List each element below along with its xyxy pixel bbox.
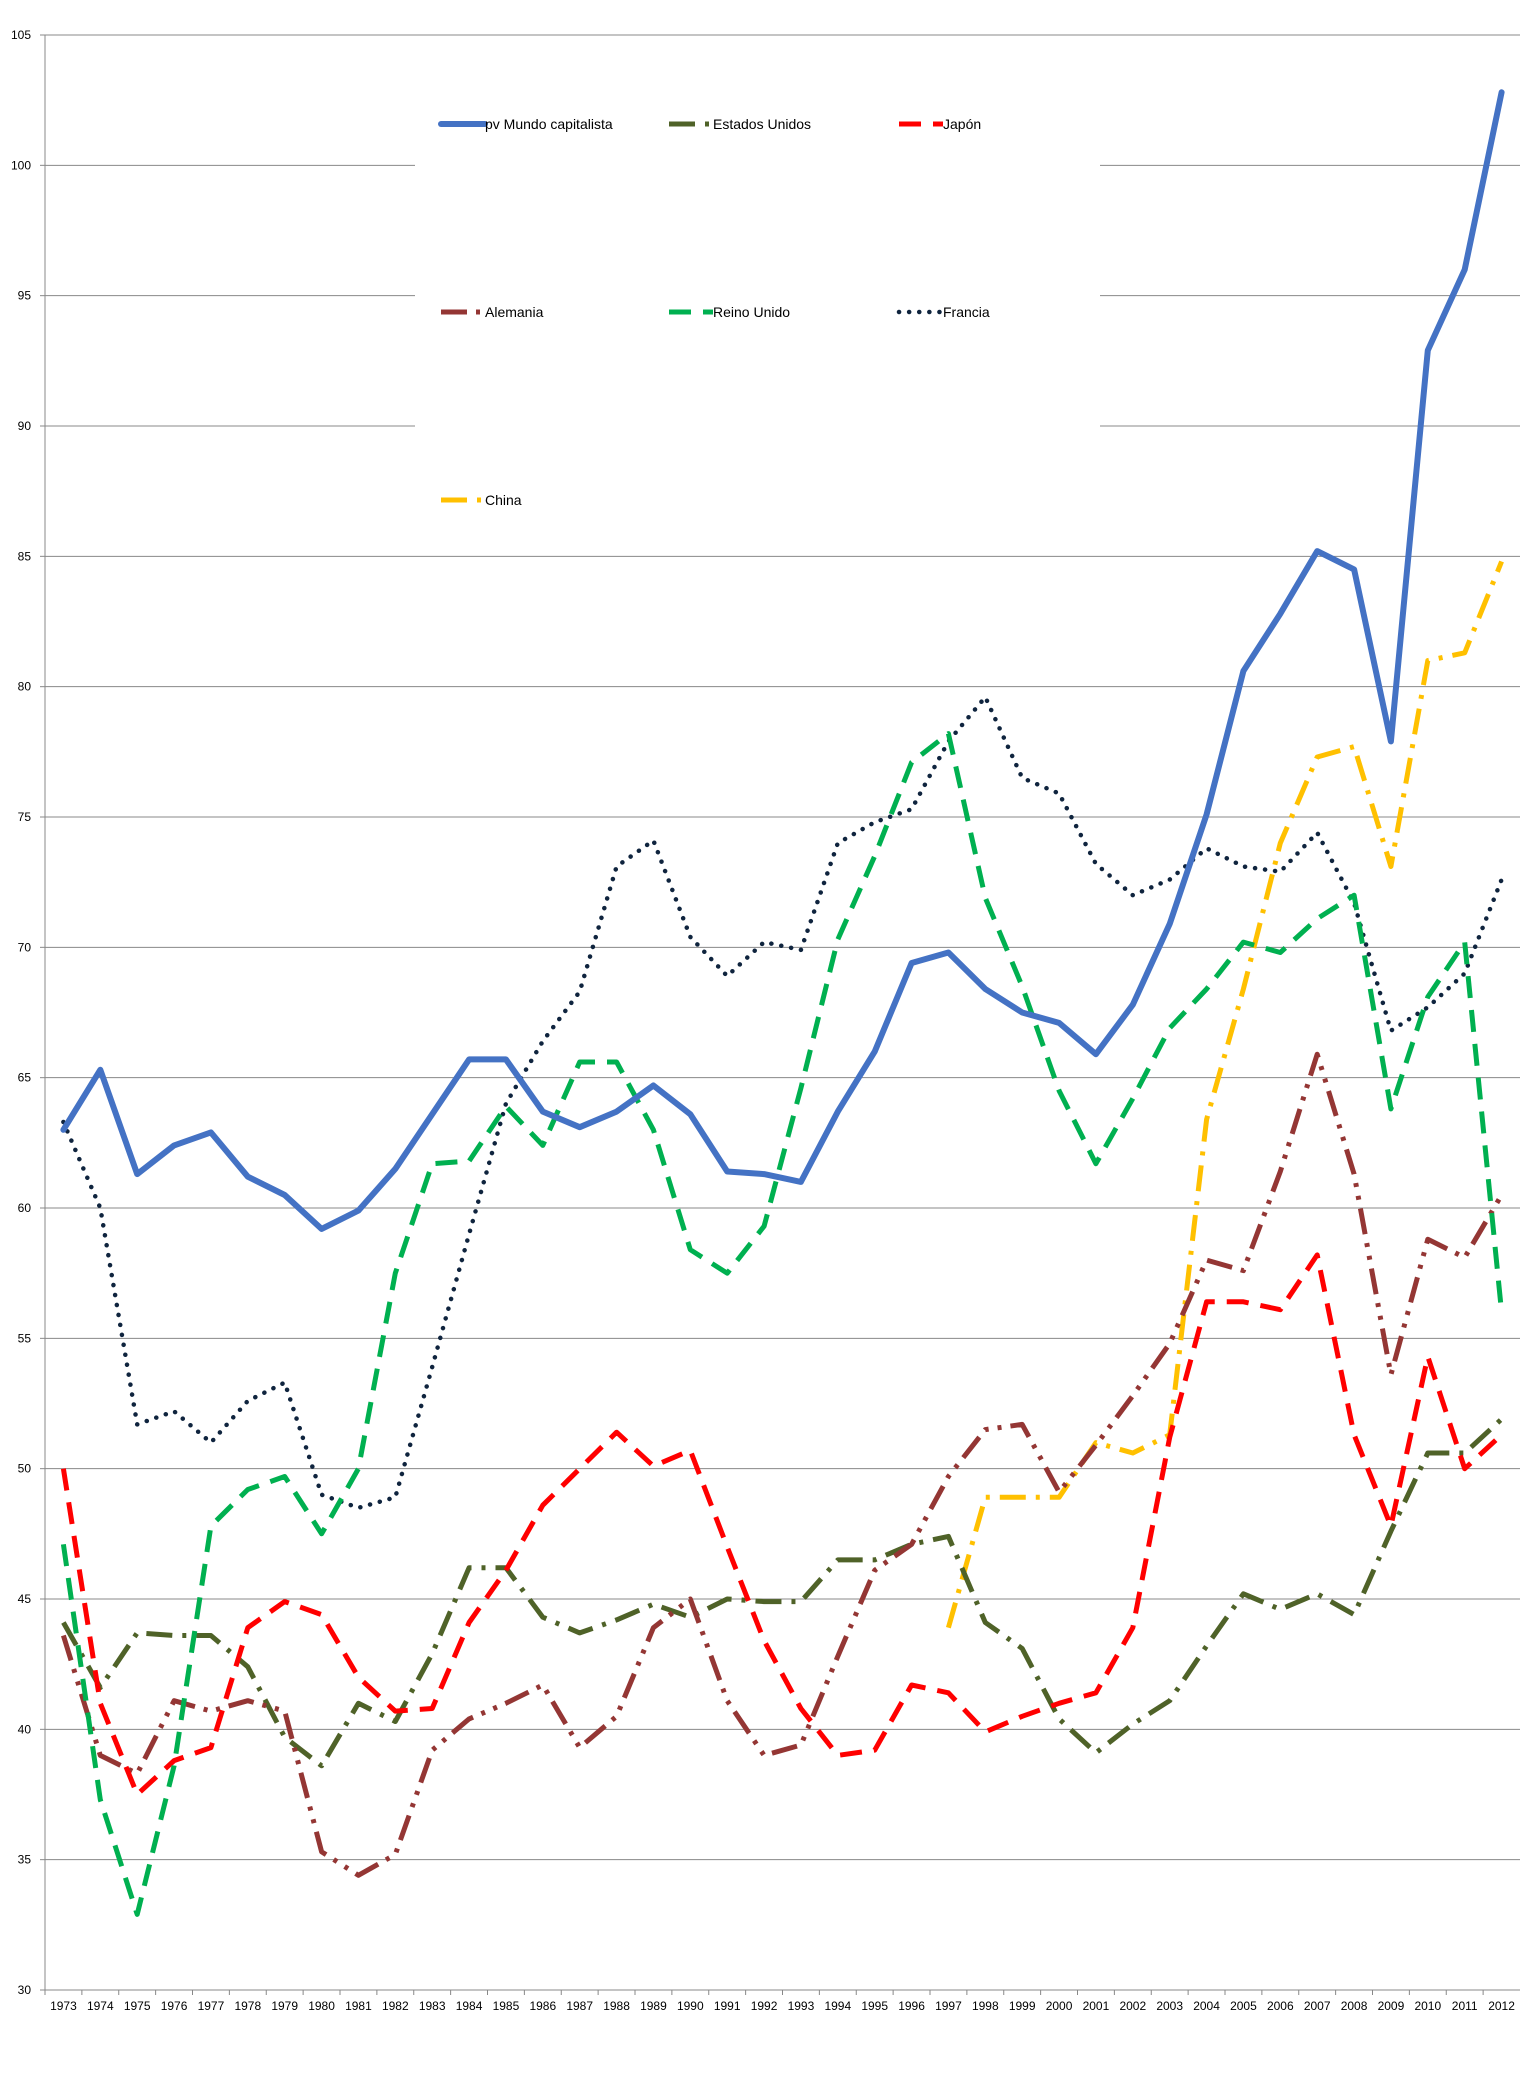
x-tick-label-1999: 1999 (1009, 1999, 1036, 2013)
x-tick-label-1994: 1994 (824, 1999, 851, 2013)
legend-box (415, 36, 1100, 514)
x-tick-label-1988: 1988 (603, 1999, 630, 2013)
x-tick-label-2010: 2010 (1414, 1999, 1441, 2013)
y-tick-label-65: 65 (18, 1071, 32, 1085)
series-line-francia (61, 694, 1504, 1511)
x-tick-label-1978: 1978 (234, 1999, 261, 2013)
x-tick-label-1981: 1981 (345, 1999, 372, 2013)
y-tick-label-105: 105 (11, 28, 31, 42)
y-tick-label-35: 35 (18, 1853, 32, 1867)
x-tick-label-2008: 2008 (1341, 1999, 1368, 2013)
x-tick-label-1975: 1975 (124, 1999, 151, 2013)
legend-label-francia: Francia (943, 304, 990, 320)
x-tick-label-1976: 1976 (161, 1999, 188, 2013)
y-tick-label-100: 100 (11, 158, 31, 172)
x-tick-label-2012: 2012 (1488, 1999, 1515, 2013)
series-line-china (945, 560, 1504, 1629)
x-tick-label-1982: 1982 (382, 1999, 409, 2013)
y-tick-label-80: 80 (18, 680, 32, 694)
y-tick-label-75: 75 (18, 810, 32, 824)
series-line-reino-unido (60, 731, 1505, 1917)
x-tick-label-1984: 1984 (456, 1999, 483, 2013)
x-tick-label-2009: 2009 (1378, 1999, 1405, 2013)
x-tick-label-2001: 2001 (1083, 1999, 1110, 2013)
legend-label-pv-mundo-capitalista: pv Mundo capitalista (485, 116, 613, 132)
y-tick-label-30: 30 (18, 1983, 32, 1997)
y-tick-label-40: 40 (18, 1722, 32, 1736)
x-tick-label-1986: 1986 (529, 1999, 556, 2013)
y-tick-label-70: 70 (18, 940, 32, 954)
x-tick-label-1997: 1997 (935, 1999, 962, 2013)
x-tick-label-1977: 1977 (198, 1999, 225, 2013)
x-tick-label-2003: 2003 (1156, 1999, 1183, 2013)
x-tick-label-1989: 1989 (640, 1999, 667, 2013)
x-tick-label-1996: 1996 (898, 1999, 925, 2013)
x-tick-label-1973: 1973 (50, 1999, 77, 2013)
y-tick-label-50: 50 (18, 1462, 32, 1476)
x-tick-label-1974: 1974 (87, 1999, 114, 2013)
y-tick-label-85: 85 (18, 549, 32, 563)
series-line-japon (60, 1252, 1504, 1797)
legend-label-estados-unidos: Estados Unidos (713, 116, 811, 132)
x-tick-label-1983: 1983 (419, 1999, 446, 2013)
y-tick-label-60: 60 (18, 1201, 32, 1215)
x-tick-label-2005: 2005 (1230, 1999, 1257, 2013)
legend-label-reino-unido: Reino Unido (713, 304, 790, 320)
x-tick-label-2004: 2004 (1193, 1999, 1220, 2013)
x-tick-label-1995: 1995 (861, 1999, 888, 2013)
series-line-pv-mundo-capitalista (60, 89, 1505, 1232)
series-lines (60, 89, 1505, 1917)
x-tick-label-1987: 1987 (566, 1999, 593, 2013)
legend-label-alemania: Alemania (485, 304, 544, 320)
x-tick-label-2007: 2007 (1304, 1999, 1331, 2013)
x-tick-label-1985: 1985 (493, 1999, 520, 2013)
series-line-estados-unidos (61, 1417, 1504, 1769)
x-tick-label-1992: 1992 (751, 1999, 778, 2013)
x-tick-label-1998: 1998 (972, 1999, 999, 2013)
x-tick-label-2006: 2006 (1267, 1999, 1294, 2013)
y-tick-label-90: 90 (18, 419, 32, 433)
legend: pv Mundo capitalista Estados Unidos Japón A… (415, 36, 1100, 514)
x-tick-label-2002: 2002 (1119, 1999, 1146, 2013)
x-tick-label-2011: 2011 (1452, 1999, 1478, 2013)
x-tick-label-1979: 1979 (271, 1999, 298, 2013)
x-tick-label-1980: 1980 (308, 1999, 335, 2013)
axes: 30 35 40 45 50 55 60 65 70 75 80 85 90 95 100 105 1973 19… (11, 28, 1520, 2013)
x-tick-label-2000: 2000 (1046, 1999, 1073, 2013)
x-tick-label-1991: 1991 (714, 1999, 741, 2013)
y-tick-label-45: 45 (18, 1592, 32, 1606)
x-tick-label-1993: 1993 (788, 1999, 815, 2013)
y-tick-label-95: 95 (18, 289, 32, 303)
y-tick-label-55: 55 (18, 1331, 32, 1345)
x-tick-label-1990: 1990 (677, 1999, 704, 2013)
legend-label-china: China (485, 492, 522, 508)
series-line-alemania (61, 1051, 1504, 1878)
legend-label-japon: Japón (943, 116, 981, 132)
